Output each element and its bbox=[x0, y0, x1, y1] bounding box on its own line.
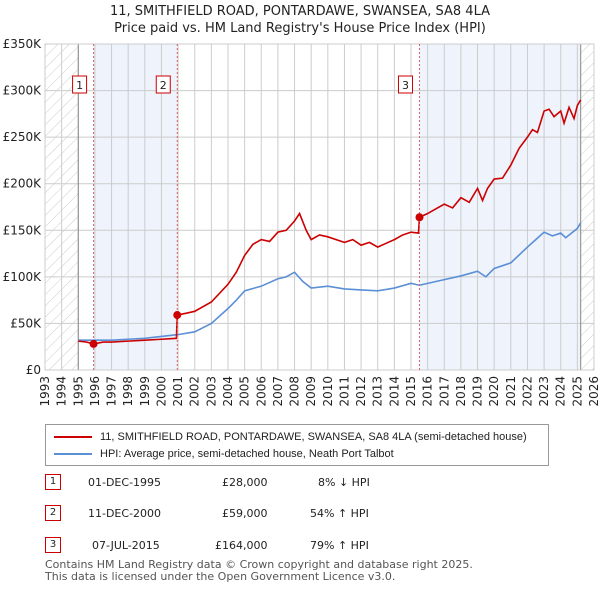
legend-item-price: 11, SMITHFIELD ROAD, PONTARDAWE, SWANSEA… bbox=[54, 430, 527, 444]
x-tick-label: 2018 bbox=[454, 376, 468, 407]
sale-hpi: 54% ↑ HPI bbox=[310, 507, 369, 520]
x-tick-label: 2000 bbox=[154, 376, 168, 407]
sale-point bbox=[415, 213, 424, 222]
x-tick-label: 1997 bbox=[105, 376, 119, 407]
sale-label: 1 bbox=[76, 79, 83, 92]
footer-line: Contains HM Land Registry data © Crown c… bbox=[45, 558, 473, 571]
blue-line-swatch bbox=[54, 453, 92, 455]
sale-date: 01-DEC-1995 bbox=[88, 476, 162, 489]
x-tick-label: 1998 bbox=[121, 376, 135, 407]
x-tick-label: 1996 bbox=[88, 376, 102, 407]
sale-price: £59,000 bbox=[222, 507, 268, 520]
hpi-line bbox=[78, 222, 582, 341]
x-tick-label: 2017 bbox=[437, 376, 451, 407]
legend-label: HPI: Average price, semi-detached house,… bbox=[100, 448, 394, 460]
legend-item-hpi: HPI: Average price, semi-detached house,… bbox=[54, 447, 394, 461]
x-tick-label: 2009 bbox=[304, 376, 318, 407]
plot-frame bbox=[44, 43, 595, 371]
x-tick-label: 2001 bbox=[171, 376, 185, 407]
x-tick-label: 2005 bbox=[238, 376, 252, 407]
x-tick-label: 2021 bbox=[504, 376, 518, 407]
sale-label-box bbox=[397, 75, 413, 94]
y-tick-label: £250K bbox=[3, 130, 43, 144]
x-tick-label: 2025 bbox=[570, 376, 584, 407]
x-tick-label: 1995 bbox=[71, 376, 85, 407]
sale-date: 07-JUL-2015 bbox=[92, 539, 160, 552]
y-tick-label: £100K bbox=[3, 270, 43, 284]
footer: Contains HM Land Registry data © Crown c… bbox=[45, 559, 473, 583]
legend: 11, SMITHFIELD ROAD, PONTARDAWE, SWANSEA… bbox=[45, 424, 549, 466]
x-tick-label: 2022 bbox=[520, 376, 534, 407]
x-tick-label: 2023 bbox=[537, 376, 551, 407]
legend-label: 11, SMITHFIELD ROAD, PONTARDAWE, SWANSEA… bbox=[100, 431, 527, 443]
x-tick-label: 2006 bbox=[254, 376, 268, 407]
x-tick-label: 2016 bbox=[421, 376, 435, 407]
x-tick-label: 2007 bbox=[271, 376, 285, 407]
x-tick-label: 1993 bbox=[38, 376, 52, 407]
hatched-region bbox=[580, 44, 594, 370]
x-tick-label: 2020 bbox=[487, 376, 501, 407]
x-tick-label: 2026 bbox=[587, 376, 600, 407]
x-tick-label: 2003 bbox=[204, 376, 218, 407]
x-tick-label: 2011 bbox=[337, 376, 351, 407]
price-chart: 1 2 3 £0 £50K £100K £150K £200K £250K £300K £350K 1… bbox=[3, 37, 600, 407]
x-tick-label: 2014 bbox=[387, 376, 401, 407]
y-tick-label: £50K bbox=[10, 316, 42, 330]
x-tick-label: 1999 bbox=[138, 376, 152, 407]
y-tick-label: £0 bbox=[26, 363, 41, 377]
shaded-period bbox=[93, 44, 178, 370]
y-tick-label: £300K bbox=[3, 84, 43, 98]
subtitle-line: Price paid vs. HM Land Registry's House … bbox=[114, 21, 486, 36]
x-tick-label: 2010 bbox=[321, 376, 335, 407]
x-tick-label: 2004 bbox=[221, 376, 235, 407]
red-line-swatch bbox=[54, 436, 92, 438]
sale-label-box bbox=[155, 75, 171, 94]
sale-hpi: 79% ↑ HPI bbox=[310, 539, 369, 552]
table-row: 3 07-JUL-2015 £164,000 79% ↑ HPI bbox=[45, 537, 565, 555]
x-tick-label: 2002 bbox=[188, 376, 202, 407]
x-tick-label: 2008 bbox=[288, 376, 302, 407]
footer-line: This data is licensed under the Open Gov… bbox=[45, 570, 396, 583]
sale-price: £28,000 bbox=[222, 476, 268, 489]
sale-date: 11-DEC-2000 bbox=[88, 507, 162, 520]
sale-price: £164,000 bbox=[215, 539, 268, 552]
sale-label: 2 bbox=[160, 79, 167, 92]
x-tick-label: 1994 bbox=[55, 376, 69, 407]
x-tick-label: 2015 bbox=[404, 376, 418, 407]
price-paid-line bbox=[78, 99, 582, 345]
sale-label: 3 bbox=[402, 79, 409, 92]
x-tick-label: 2012 bbox=[354, 376, 368, 407]
table-row: 1 01-DEC-1995 £28,000 8% ↓ HPI bbox=[45, 474, 565, 492]
table-row: 2 11-DEC-2000 £59,000 54% ↑ HPI bbox=[45, 505, 565, 523]
sale-number: 3 bbox=[45, 537, 61, 553]
y-tick-label: £150K bbox=[3, 223, 43, 237]
sale-number: 2 bbox=[45, 505, 61, 521]
sale-hpi: 8% ↓ HPI bbox=[318, 476, 370, 489]
x-tick-label: 2013 bbox=[371, 376, 385, 407]
sale-label-box bbox=[72, 75, 88, 94]
title-line: 11, SMITHFIELD ROAD, PONTARDAWE, SWANSEA… bbox=[109, 4, 491, 19]
x-tick-label: 2024 bbox=[554, 376, 568, 407]
chart-title: 11, SMITHFIELD ROAD, PONTARDAWE, SWANSEA… bbox=[0, 3, 600, 37]
y-tick-label: £200K bbox=[3, 177, 43, 191]
sale-number: 1 bbox=[45, 474, 61, 490]
shaded-period bbox=[419, 44, 581, 370]
x-tick-label: 2019 bbox=[471, 376, 485, 407]
sale-point bbox=[89, 339, 98, 348]
sale-point bbox=[173, 311, 182, 320]
y-tick-label: £350K bbox=[3, 37, 43, 51]
